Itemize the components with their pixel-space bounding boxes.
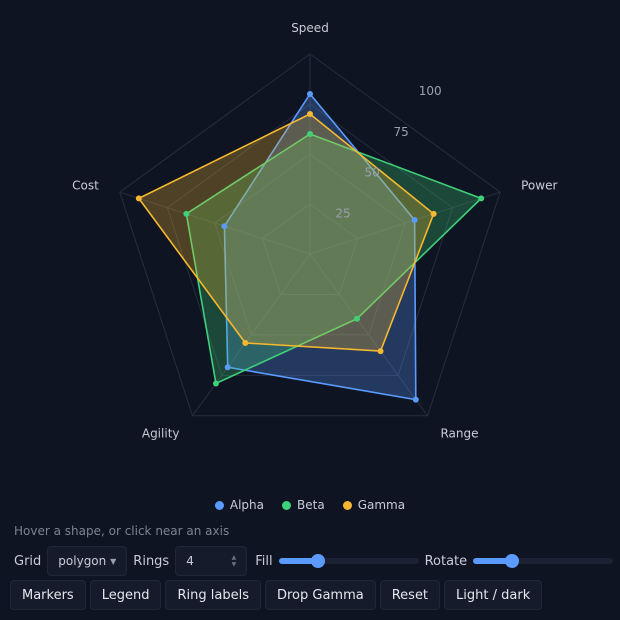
fill-slider-thumb[interactable] <box>310 554 325 568</box>
axis-spoke-range <box>309 253 428 417</box>
drop-gamma-button[interactable]: Drop Gamma <box>264 580 376 610</box>
axis-spoke-agility <box>192 253 311 417</box>
legend: Alpha Beta Gamma <box>0 498 620 512</box>
rotate-slider-track-fill <box>473 558 513 564</box>
radar-chart: 25 50 75 100 Speed Power Range Agility Cost <box>72 21 557 441</box>
axis-label-agility: Agility <box>142 427 180 441</box>
legend-label-alpha: Alpha <box>229 498 265 512</box>
legend-swatch-alpha <box>214 500 224 510</box>
rings-label: Rings <box>133 553 170 569</box>
rotate-label: Rotate <box>424 553 468 569</box>
marker-beta-agility[interactable] <box>212 380 219 387</box>
marker-gamma-agility[interactable] <box>242 339 249 346</box>
status-text: Hover a shape, or click near an axis <box>14 524 230 538</box>
marker-alpha-agility[interactable] <box>224 364 231 371</box>
grid-ring-100 <box>119 53 501 417</box>
marker-gamma-speed[interactable] <box>307 111 313 117</box>
axis-spoke-power <box>309 191 501 255</box>
button-row: Markers Legend Ring labels Drop Gamma Re… <box>10 580 543 610</box>
ring-label-25: 25 <box>335 206 350 220</box>
fill-slider[interactable] <box>278 554 419 568</box>
ring-labels-button[interactable]: Ring labels <box>165 580 261 610</box>
grid-select-value: polygon <box>58 554 107 568</box>
axis-label-power: Power <box>521 178 557 192</box>
series-area-beta <box>185 133 482 385</box>
axis-label-range: Range <box>440 427 478 441</box>
grid-ring-50 <box>214 153 406 336</box>
marker-alpha-cost[interactable] <box>221 223 228 230</box>
ring-label-50: 50 <box>364 166 379 180</box>
fill-label: Fill <box>255 553 273 569</box>
chevron-down-icon: ▼ <box>110 556 117 566</box>
marker-gamma-range[interactable] <box>377 348 384 355</box>
series-area-gamma <box>138 113 435 352</box>
marker-beta-speed[interactable] <box>307 131 313 137</box>
stepper-icon: ▲ ▼ <box>231 554 237 568</box>
marker-alpha-power[interactable] <box>411 217 418 224</box>
marker-alpha-range[interactable] <box>412 396 419 403</box>
axis-label-speed: Speed <box>291 21 329 35</box>
marker-beta-cost[interactable] <box>183 210 190 217</box>
rotate-slider-thumb[interactable] <box>505 554 520 568</box>
axis-spoke-cost <box>119 191 311 255</box>
legend-item-beta[interactable]: Beta <box>282 498 325 512</box>
legend-swatch-gamma <box>342 500 352 510</box>
legend-label-gamma: Gamma <box>357 498 406 512</box>
marker-gamma-cost[interactable] <box>135 195 142 202</box>
legend-swatch-beta <box>282 500 292 510</box>
legend-button[interactable]: Legend <box>89 580 162 610</box>
rings-input-value: 4 <box>186 554 194 568</box>
grid-ring-75 <box>166 103 454 376</box>
reset-button[interactable]: Reset <box>379 580 441 610</box>
marker-alpha-speed[interactable] <box>307 91 313 97</box>
legend-item-alpha[interactable]: Alpha <box>214 498 265 512</box>
fill-slider-track-fill <box>278 558 318 564</box>
marker-gamma-power[interactable] <box>430 210 437 217</box>
marker-beta-power[interactable] <box>478 195 485 202</box>
controls-row: Grid polygon ▼ Rings 4 ▲ ▼ Fill Rotate <box>14 544 614 578</box>
series-area-alpha <box>223 93 417 401</box>
rings-input[interactable]: 4 ▲ ▼ <box>175 546 248 576</box>
axis-label-cost: Cost <box>72 178 99 192</box>
ring-label-75: 75 <box>394 125 409 139</box>
ring-label-100: 100 <box>419 84 442 98</box>
legend-item-gamma[interactable]: Gamma <box>342 498 406 512</box>
grid-select[interactable]: polygon ▼ <box>47 546 128 576</box>
rotate-slider[interactable] <box>473 554 614 568</box>
marker-beta-range[interactable] <box>354 315 361 322</box>
grid-label: Grid <box>14 553 42 569</box>
theme-toggle-button[interactable]: Light / dark <box>444 580 543 610</box>
legend-label-beta: Beta <box>297 498 325 512</box>
grid-ring-25 <box>261 203 359 295</box>
markers-button[interactable]: Markers <box>10 580 86 610</box>
